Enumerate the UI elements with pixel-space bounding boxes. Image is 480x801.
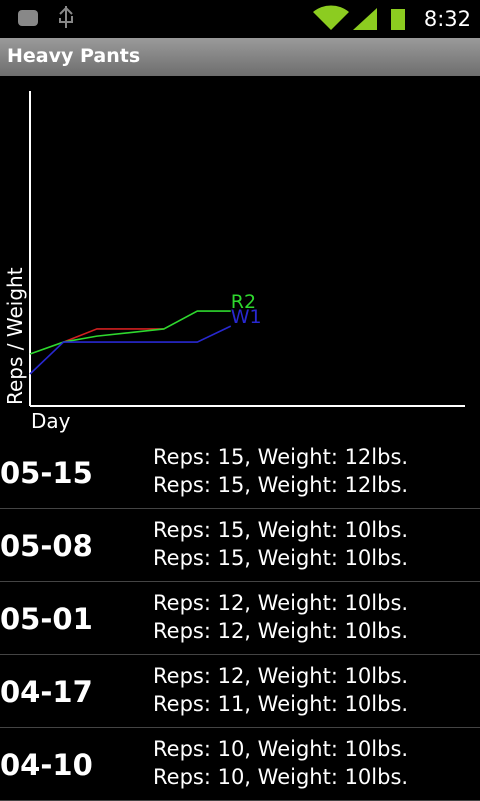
row-date: 05-08 bbox=[0, 529, 93, 563]
row-date: 05-15 bbox=[0, 456, 93, 490]
log-row[interactable]: 05-15 Reps: 15, Weight: 12lbs. Reps: 15, W… bbox=[0, 436, 480, 509]
row-entry: Reps: 10, Weight: 10lbs. bbox=[153, 737, 409, 761]
log-row[interactable]: 05-01 Reps: 12, Weight: 10lbs. Reps: 12, W… bbox=[0, 582, 480, 655]
log-list: 05-15 Reps: 15, Weight: 12lbs. Reps: 15, W… bbox=[0, 436, 480, 801]
app-title: Heavy Pants bbox=[7, 45, 141, 67]
row-date: 04-17 bbox=[0, 675, 93, 709]
row-entry: Reps: 15, Weight: 12lbs. bbox=[153, 473, 409, 497]
android-icon bbox=[18, 10, 38, 26]
log-row[interactable]: 04-17 Reps: 12, Weight: 10lbs. Reps: 11, W… bbox=[0, 655, 480, 728]
row-entry: Reps: 12, Weight: 10lbs. bbox=[153, 591, 409, 615]
series-line bbox=[63, 328, 164, 343]
y-axis-title: Reps / Weight bbox=[3, 267, 27, 405]
signal-icons bbox=[313, 5, 405, 30]
row-entry: Reps: 12, Weight: 10lbs. bbox=[153, 664, 409, 688]
row-entry: Reps: 11, Weight: 10lbs. bbox=[153, 692, 409, 716]
status-icons bbox=[18, 6, 73, 28]
series-label: R2 bbox=[231, 291, 256, 313]
log-row[interactable]: 04-10 Reps: 10, Weight: 10lbs. Reps: 10, W… bbox=[0, 728, 480, 801]
cell-icon bbox=[353, 8, 377, 30]
row-entry: Reps: 12, Weight: 10lbs. bbox=[153, 619, 409, 643]
series-label: W1 bbox=[231, 306, 262, 328]
battery-icon bbox=[391, 9, 405, 30]
app-bar: Heavy Pants bbox=[0, 38, 480, 76]
series-line bbox=[29, 310, 231, 355]
row-date: 05-01 bbox=[0, 602, 93, 636]
series-line bbox=[29, 325, 232, 375]
row-entry: Reps: 15, Weight: 12lbs. bbox=[153, 445, 409, 469]
log-row[interactable]: 05-08 Reps: 15, Weight: 10lbs. Reps: 15, W… bbox=[0, 509, 480, 582]
clock: 8:32 bbox=[423, 7, 471, 31]
wifi-icon bbox=[313, 5, 349, 30]
status-bar: 8:32 bbox=[0, 0, 480, 38]
row-date: 04-10 bbox=[0, 748, 93, 782]
row-entry: Reps: 15, Weight: 10lbs. bbox=[153, 518, 409, 542]
x-axis-title: Day bbox=[31, 409, 71, 433]
usb-icon bbox=[59, 6, 73, 28]
row-entry: Reps: 10, Weight: 10lbs. bbox=[153, 765, 409, 789]
row-entry: Reps: 15, Weight: 10lbs. bbox=[153, 546, 409, 570]
